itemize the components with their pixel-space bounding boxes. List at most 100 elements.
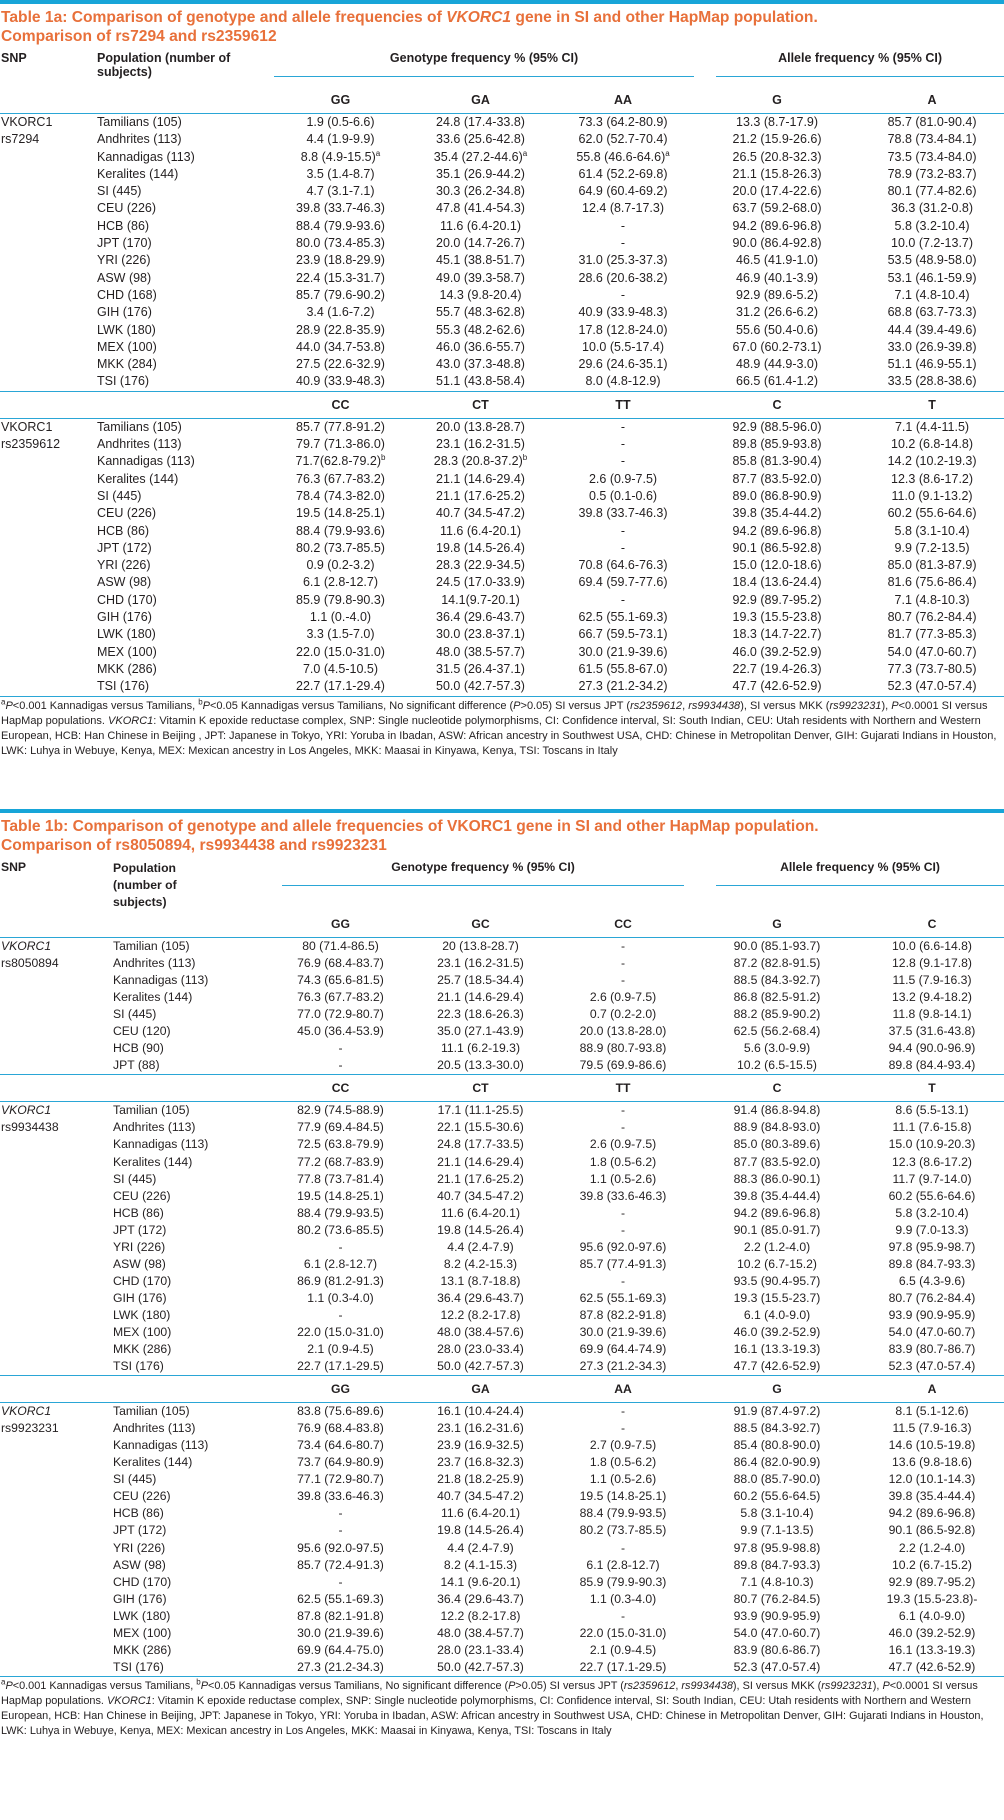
value-cell: 14.1 (9.6-20.1) <box>440 1574 521 1589</box>
value-cell: 5.8 (3.1-10.4) <box>740 1506 814 1521</box>
value-cell: 19.3 (15.5-23.8) <box>732 610 822 625</box>
value-cell: 69.9 (64.4-74.9) <box>579 1342 667 1357</box>
header-allele-group: Allele frequency % (95% CI) <box>694 48 1004 87</box>
population-cell: Tamilians (105) <box>97 115 182 129</box>
header-spacer <box>0 911 97 938</box>
table-row: CEU (226) 39.8 (33.6-46.3) 40.7 (34.5-47.2… <box>0 1488 1004 1505</box>
population-cell: CHD (168) <box>97 287 157 302</box>
value-cell: 73.3 (64.2-80.9) <box>578 115 668 129</box>
value-cell: 92.9 (89.7-95.2) <box>888 1574 976 1589</box>
population-cell: ASW (98) <box>97 270 152 285</box>
value-cell: 15.0 (12.0-18.6) <box>732 558 822 573</box>
value-cell: 89.8 (84.4-93.4) <box>838 1057 1004 1076</box>
value-cell: 80.2 (73.7-85.5) <box>579 1523 667 1538</box>
snp-cell <box>0 1454 97 1471</box>
value-cell: 2.1 (0.9-4.5) <box>589 1642 657 1657</box>
value-cell: 18.4 (13.6-24.4) <box>732 575 822 590</box>
value-cell: 9.9 (7.1-13.5) <box>740 1523 814 1538</box>
value-cell: 39.8 (35.4-44.4) <box>733 1188 821 1203</box>
snp-cell <box>0 1222 97 1239</box>
table-row: Keralites (144) 77.2 (68.7-83.9) 21.1 (14.… <box>0 1154 1004 1171</box>
snp-gene: VKORC1 <box>1 1404 52 1419</box>
value-cell: 19.8 (14.5-26.4) <box>437 1523 524 1538</box>
snp-cell <box>0 1574 97 1591</box>
header-spacer <box>0 87 97 114</box>
table-row: CEU (120) 45.0 (36.4-53.9) 35.0 (27.1-43.9… <box>0 1023 1004 1040</box>
value-cell: 72.5 (63.8-79.9) <box>297 1137 384 1152</box>
population-cell: LWK (180) <box>97 322 156 337</box>
footnote-marker: b <box>381 453 386 463</box>
value-cell: 71.7(62.8-79.2)b <box>295 453 386 469</box>
value-cell: 30.0 (21.9-39.6) <box>297 1625 384 1640</box>
value-cell: 88.9 (84.8-93.0) <box>733 1120 821 1135</box>
header-spacer <box>97 911 272 938</box>
value-cell: 40.7 (34.5-47.2) <box>437 1489 524 1504</box>
snp-cell <box>0 1642 97 1659</box>
value-cell: - <box>338 1523 343 1538</box>
value-cell: 78.9 (73.2-83.7) <box>887 166 977 181</box>
value-cell: 2.2 (1.2-4.0) <box>743 1239 811 1254</box>
value-cell: 4.4 (2.4-7.9) <box>447 1239 514 1254</box>
table-row: GIH (176) 3.4 (1.6-7.2) 55.7 (48.3-62.8) 40… <box>0 304 1004 321</box>
snp-cell <box>0 1290 97 1307</box>
value-cell: - <box>620 540 626 555</box>
value-cell: 30.0 (21.9-39.6) <box>579 1324 667 1339</box>
snp-cell <box>0 1154 97 1171</box>
value-cell: 89.8 (84.7-93.3) <box>733 1557 821 1572</box>
table-row: Kannadigas (113) 8.8 (4.9-15.5)a 35.4 (27.… <box>0 149 1004 166</box>
table-row: TSI (176) 22.7 (17.1-29.4) 50.0 (42.7-57.3… <box>0 678 1004 697</box>
value-cell: 23.1 (16.2-31.6) <box>437 1421 524 1436</box>
population-cell: CHD (170) <box>113 1574 172 1589</box>
value-cell: 74.3 (65.6-81.5) <box>297 973 384 988</box>
value-cell: 62.5 (56.2-68.4) <box>733 1024 821 1039</box>
population-cell: MKK (286) <box>113 1342 172 1357</box>
column-header-g: G <box>694 1375 839 1404</box>
value-cell: 90.1 (86.5-92.8) <box>888 1523 976 1538</box>
table-row: Keralites (144) 76.3 (67.7-83.2) 21.1 (14.… <box>0 989 1004 1006</box>
value-cell: - <box>620 1120 626 1135</box>
value-cell: 11.7 (9.7-14.0) <box>892 1171 972 1186</box>
value-cell: 14.2 (10.2-19.3) <box>887 454 977 469</box>
value-cell: 81.6 (75.6-86.4) <box>887 575 977 590</box>
snp-cell <box>0 471 97 488</box>
value-cell: 76.9 (68.4-83.7) <box>297 956 384 971</box>
header-genotype-group: Genotype frequency % (95% CI) <box>272 48 695 87</box>
value-cell: 1.9 (0.5-6.6) <box>306 115 375 129</box>
header-snp: SNP <box>1 860 27 874</box>
header-genotype-group: Genotype frequency % (95% CI) <box>272 857 694 911</box>
value-cell: 63.7 (59.2-68.0) <box>732 201 822 216</box>
population-cell: ASW (98) <box>113 1256 166 1271</box>
table-row: ASW (98) 6.1 (2.8-12.7) 8.2 (4.2-15.3) 85.7… <box>0 1256 1004 1273</box>
value-cell: 89.8 (85.9-93.8) <box>732 437 822 452</box>
table-row: CHD (170) 85.9 (79.8-90.3) 14.1(9.7-20.1) -… <box>0 592 1004 609</box>
value-cell: 88.5 (84.3-92.7) <box>733 973 821 988</box>
value-cell: 15.0 (10.9-20.3) <box>888 1137 976 1152</box>
value-cell: 90.0 (85.1-93.7) <box>733 939 821 953</box>
value-cell: 79.5 (69.9-86.6) <box>552 1057 695 1076</box>
value-cell: - <box>620 1404 626 1419</box>
population-cell: HCB (86) <box>113 1205 164 1220</box>
population-cell: SI (445) <box>97 184 142 199</box>
value-cell: 39.8 (33.6-46.3) <box>579 1188 667 1203</box>
value-cell: 35.0 (27.1-43.9) <box>437 1024 524 1039</box>
value-cell: - <box>620 236 626 251</box>
table-row: MEX (100) 22.0 (15.0-31.0) 48.0 (38.4-57.6… <box>0 1324 1004 1341</box>
value-cell: - <box>620 592 626 607</box>
value-cell: 83.9 (80.6-86.7) <box>733 1642 821 1657</box>
value-cell: 61.5 (55.8-67.0) <box>578 661 668 676</box>
value-cell: 5.8 (3.2-10.4) <box>894 218 970 233</box>
table-row: JPT (172) - 19.8 (14.5-26.4) 80.2 (73.7-85.… <box>0 1522 1004 1539</box>
snp-cell <box>0 1591 97 1608</box>
value-cell: - <box>338 1307 343 1322</box>
value-cell: 10.0 (7.2-13.7) <box>891 236 974 251</box>
value-cell: - <box>620 454 626 469</box>
value-cell: 6.1 (2.8-12.7) <box>303 1256 378 1271</box>
value-cell: - <box>620 973 626 988</box>
column-header-cc: CC <box>552 911 695 938</box>
column-header-row: CC CT TT C T <box>0 1074 1004 1103</box>
value-cell: 2.7 (0.9-7.5) <box>589 1438 657 1453</box>
value-cell: 1.1 (0.-4.0) <box>309 610 372 625</box>
population-cell: Andhrites (113) <box>113 956 196 971</box>
header-snp: SNP <box>1 51 27 65</box>
value-cell: 69.9 (64.4-75.0) <box>297 1642 384 1657</box>
